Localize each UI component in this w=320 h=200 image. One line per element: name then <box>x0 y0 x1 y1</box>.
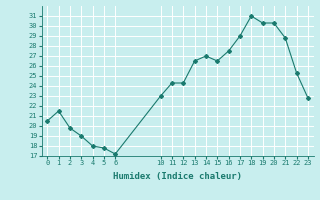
X-axis label: Humidex (Indice chaleur): Humidex (Indice chaleur) <box>113 172 242 181</box>
